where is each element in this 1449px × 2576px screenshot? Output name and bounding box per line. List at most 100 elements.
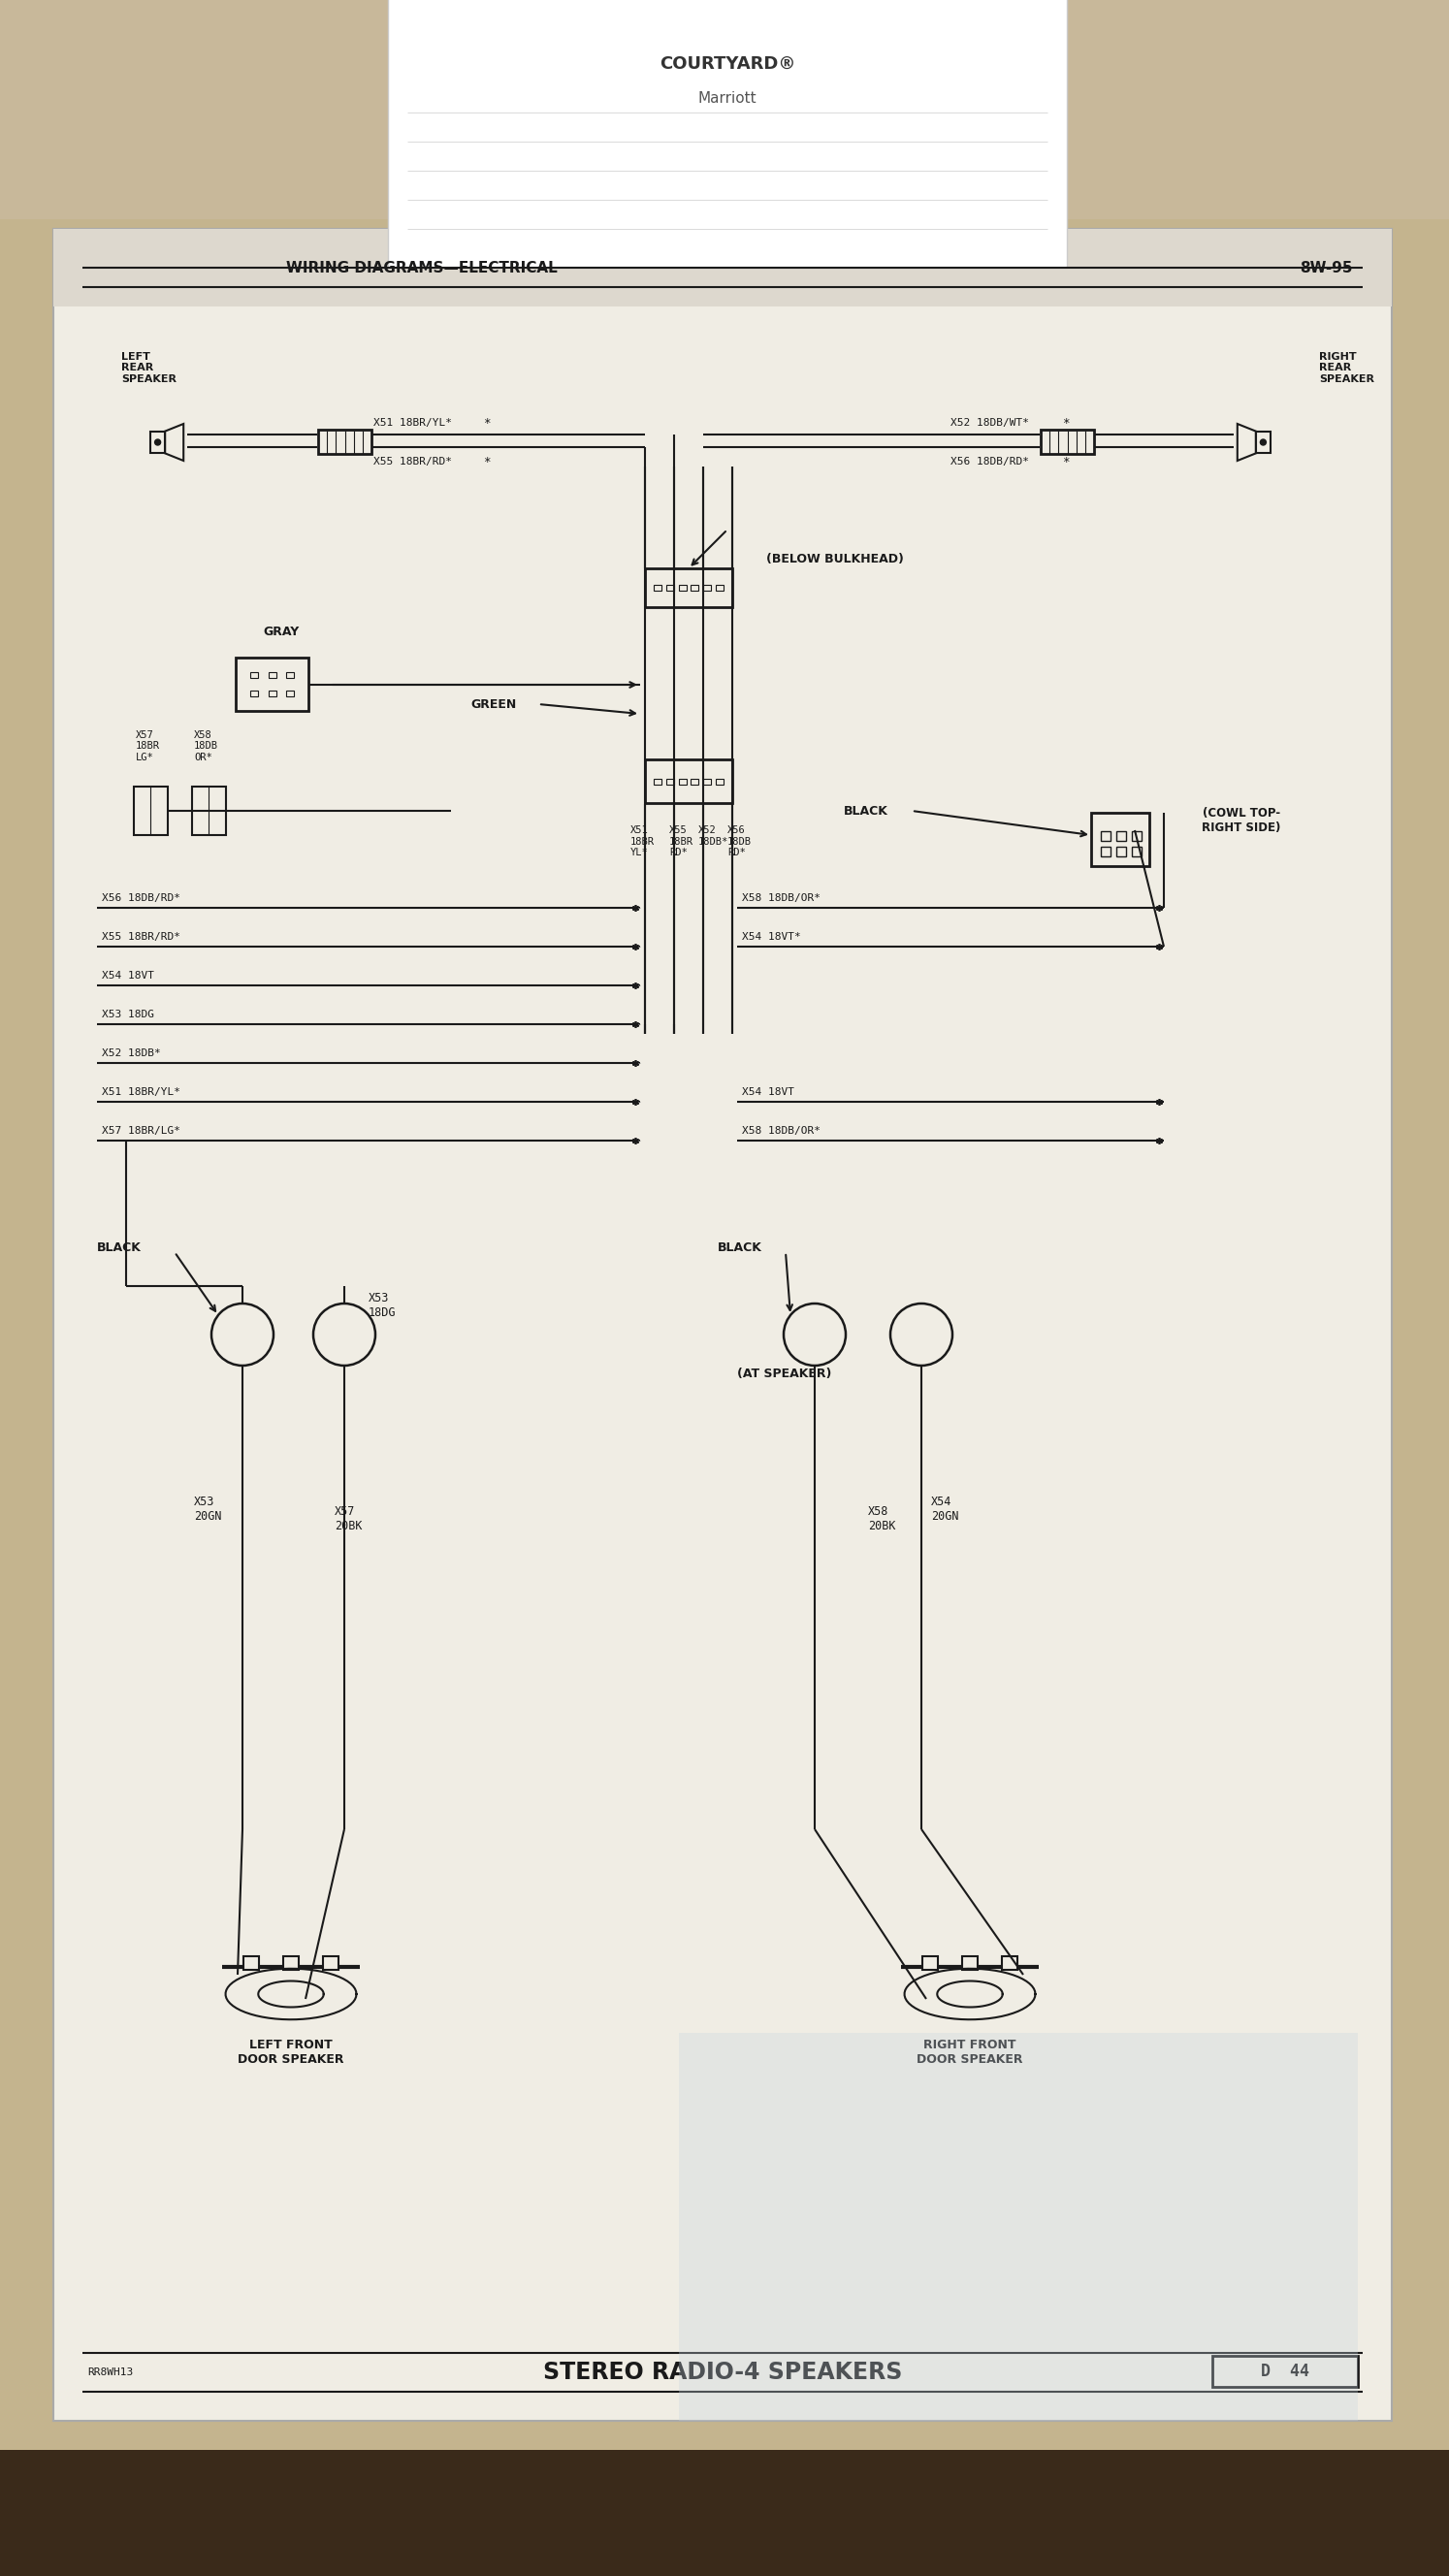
Bar [268,690,275,696]
Text: (COWL TOP-
RIGHT SIDE): (COWL TOP- RIGHT SIDE) [1203,806,1281,835]
Text: BLACK: BLACK [843,804,888,817]
Text: X58
20BK: X58 20BK [868,1504,895,1533]
Bar [1256,430,1271,453]
Text: X57 18BR/LG*: X57 18BR/LG* [101,1126,180,1136]
Text: X54 18VT*: X54 18VT* [742,933,801,943]
Bar [287,672,294,677]
Text: RIGHT FRONT
DOOR SPEAKER: RIGHT FRONT DOOR SPEAKER [917,2038,1023,2066]
Text: X56 18DB/RD*: X56 18DB/RD* [101,894,180,904]
Circle shape [890,1303,952,1365]
Bar [388,0,1066,268]
Bar [667,585,674,590]
Text: X53
18DG: X53 18DG [368,1293,396,1319]
Bar [323,1955,339,1968]
Text: (BELOW BULKHEAD): (BELOW BULKHEAD) [767,551,904,564]
Text: GREEN: GREEN [471,698,516,711]
Text: LEFT
REAR
SPEAKER: LEFT REAR SPEAKER [122,353,177,384]
Bar [243,1955,259,1968]
Text: +: + [333,1321,345,1337]
Text: X51 18BR/YL*: X51 18BR/YL* [374,417,452,428]
Text: *: * [483,456,490,469]
Polygon shape [165,425,184,461]
Circle shape [155,440,161,446]
Text: X55 18BR/RD*: X55 18BR/RD* [101,933,180,943]
Text: D  44: D 44 [1261,2362,1310,2380]
Text: X57
18BR
LG*: X57 18BR LG* [136,729,159,762]
Text: *: * [483,417,490,430]
Bar [922,1955,938,1968]
Text: (AT SPEAKER): (AT SPEAKER) [738,1368,832,1381]
Bar [0,2450,1449,2576]
Bar [680,2032,1358,2421]
Text: X58 18DB/OR*: X58 18DB/OR* [742,1126,820,1136]
Text: X51 18BR/YL*: X51 18BR/YL* [101,1087,180,1097]
Text: X54
20GN: X54 20GN [932,1497,959,1522]
Text: 8W-95: 8W-95 [1300,260,1353,276]
Text: X58
18DB
OR*: X58 18DB OR* [194,729,219,762]
Bar [1213,2357,1358,2388]
Text: LEFT FRONT
DOOR SPEAKER: LEFT FRONT DOOR SPEAKER [238,2038,343,2066]
Text: COURTYARD®: COURTYARD® [659,54,796,72]
Bar [1116,848,1126,855]
Text: X53 18DG: X53 18DG [101,1010,154,1020]
Text: X56 18DB/RD*: X56 18DB/RD* [951,456,1029,466]
Bar [251,672,258,677]
Bar [962,1955,978,1968]
Bar [151,430,165,453]
Bar [283,1955,298,1968]
Polygon shape [1237,425,1256,461]
Bar [1132,848,1142,855]
Bar [251,690,258,696]
Text: GRAY: GRAY [264,626,300,639]
Bar [667,778,674,783]
Bar [133,786,168,835]
Bar [678,778,687,783]
Bar [319,430,371,453]
Text: +: + [910,1321,922,1337]
Text: X53
20GN: X53 20GN [194,1497,222,1522]
Bar [1091,814,1149,866]
Text: X54 18VT: X54 18VT [742,1087,794,1097]
Bar [54,229,1392,2421]
Text: X55 18BR/RD*: X55 18BR/RD* [374,456,452,466]
Text: X58 18DB/OR*: X58 18DB/OR* [742,894,820,904]
Text: WIRING DIAGRAMS—ELECTRICAL: WIRING DIAGRAMS—ELECTRICAL [287,260,558,276]
Text: *: * [1062,417,1069,430]
Bar [703,778,711,783]
Bar [1003,1955,1017,1968]
Bar [653,585,661,590]
Text: X57
20BK: X57 20BK [335,1504,362,1533]
Bar [645,569,732,608]
Bar [0,219,1449,2450]
Bar [716,585,723,590]
Text: BLACK: BLACK [717,1242,762,1255]
Text: X55
18BR
RD*: X55 18BR RD* [669,824,694,858]
Text: X56
18DB
RD*: X56 18DB RD* [727,824,752,858]
Circle shape [212,1303,274,1365]
Text: BLACK: BLACK [97,1242,142,1255]
Bar [193,786,226,835]
Bar [691,778,698,783]
Circle shape [313,1303,375,1365]
Circle shape [1261,440,1266,446]
Text: X52
18DB*: X52 18DB* [698,824,729,848]
Bar [287,690,294,696]
Bar [54,229,1392,307]
Text: RIGHT
REAR
SPEAKER: RIGHT REAR SPEAKER [1319,353,1374,384]
Text: X52 18DB/WT*: X52 18DB/WT* [951,417,1029,428]
Bar [1101,832,1110,840]
Text: +: + [823,1321,835,1337]
Text: *: * [1062,456,1069,469]
Bar [268,672,275,677]
Text: X51
18BR
YL*: X51 18BR YL* [630,824,655,858]
Bar [1132,832,1142,840]
Bar [716,778,723,783]
Bar [1116,832,1126,840]
Text: +: + [251,1321,262,1337]
Circle shape [784,1303,846,1365]
Bar [653,778,661,783]
Text: Marriott: Marriott [698,90,756,106]
Bar [236,657,309,711]
Bar [0,0,1449,219]
Bar [691,585,698,590]
